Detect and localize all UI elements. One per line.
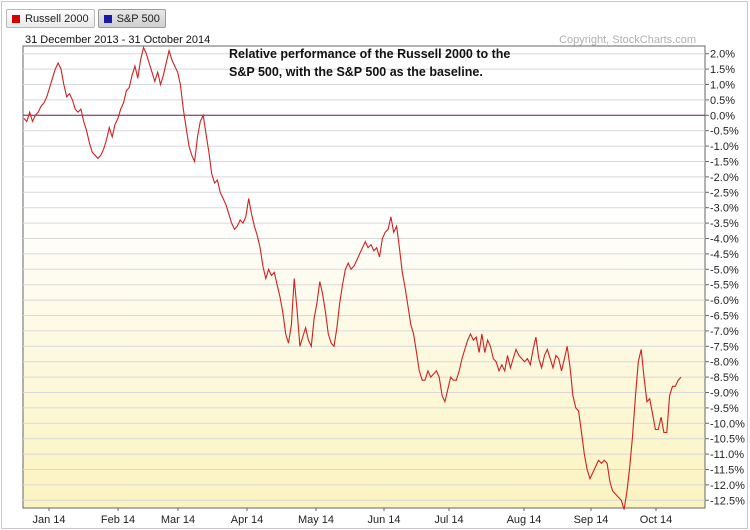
x-tick-label: Jan 14 [32,514,65,526]
legend-label: S&P 500 [116,12,160,25]
x-tick-label: Feb 14 [101,514,135,526]
y-tick-label: -5.0% [710,264,739,276]
y-tick-label: 1.5% [710,64,735,76]
y-tick-label: -11.0% [710,449,744,461]
y-tick-label: -11.5% [710,465,744,477]
y-tick-label: -8.0% [710,357,739,369]
y-tick-label: -4.0% [710,234,739,246]
plot-area [22,45,706,509]
series-line-russell-2000 [23,45,682,510]
y-tick-label: -2.0% [710,172,739,184]
legend-swatch [103,14,112,23]
y-tick-label: -4.5% [710,249,739,261]
y-tick-label: -9.5% [710,403,739,415]
x-tick-label: Mar 14 [161,514,195,526]
y-tick-label: -7.0% [710,326,739,338]
y-tick-label: -6.0% [710,295,739,307]
annotation-line-1: Relative performance of the Russell 2000… [229,47,510,61]
y-tick-label: -3.0% [710,203,739,215]
y-tick-label: -10.5% [710,434,745,446]
legend-swatch [12,14,20,23]
x-tick-label: Oct 14 [640,514,672,526]
y-tick-label: -1.5% [710,157,739,169]
y-tick-label: 0.5% [710,95,735,107]
y-tick-label: -0.5% [710,126,739,138]
y-tick-label: -7.5% [710,341,739,353]
legend: Russell 2000 S&P 500 [6,9,166,28]
y-tick-label: -8.5% [710,372,739,384]
x-tick-label: Aug 14 [507,514,542,526]
y-tick-label: 0.0% [710,110,735,122]
annotation-line-2: S&P 500, with the S&P 500 as the baselin… [229,65,483,79]
y-tick-label: -5.5% [710,280,739,292]
y-tick-label: -3.5% [710,218,739,230]
x-tick-label: May 14 [298,514,334,526]
y-tick-label: 2.0% [710,49,735,61]
y-tick-label: -6.5% [710,311,739,323]
y-tick-label: 1.0% [710,80,735,92]
legend-item-sp-500[interactable]: S&P 500 [97,9,166,28]
x-tick-label: Jun 14 [367,514,400,526]
y-tick-label: -12.5% [710,495,745,507]
x-tick-label: Jul 14 [434,514,463,526]
y-tick-label: -12.0% [710,480,745,492]
y-tick-label: -9.0% [710,388,739,400]
x-tick-label: Apr 14 [231,514,263,526]
y-tick-label: -1.0% [710,141,739,153]
date-range: 31 December 2013 - 31 October 2014 [25,34,210,46]
legend-item-russell-2000[interactable]: Russell 2000 [6,9,95,28]
y-tick-label: -10.0% [710,418,745,430]
y-tick-label: -2.5% [710,187,739,199]
x-tick-label: Sep 14 [574,514,609,526]
legend-label: Russell 2000 [25,12,89,25]
copyright: Copyright, StockCharts.com [559,34,696,46]
